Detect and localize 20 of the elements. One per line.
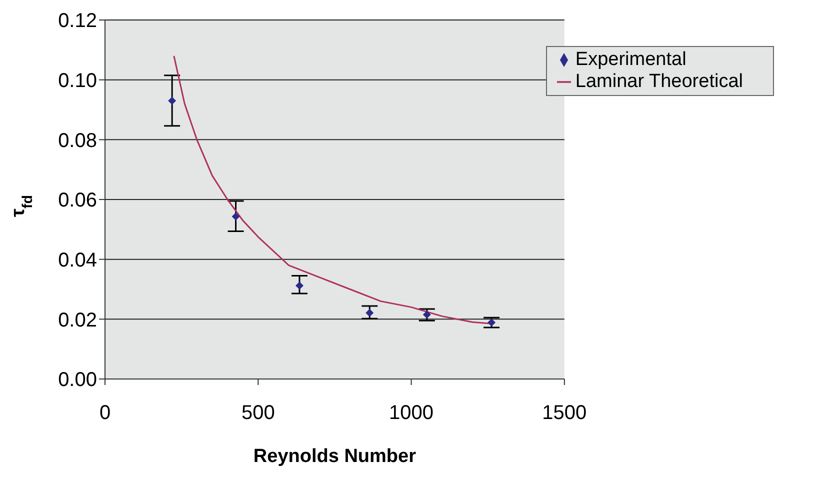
- point: [366, 308, 374, 317]
- y-tick-label: 0.08: [58, 130, 97, 152]
- y-tick-label: 0.10: [58, 70, 97, 92]
- legend-label: Laminar Theoretical: [575, 71, 743, 92]
- point: [168, 96, 176, 105]
- x-tick-label: 500: [241, 402, 275, 424]
- y-tick-label: 0.04: [58, 249, 97, 272]
- x-tick-label: 1000: [389, 402, 434, 424]
- point: [488, 318, 496, 326]
- y-tick-label: 0.00: [58, 369, 97, 392]
- x-tick-label: 1500: [542, 402, 587, 424]
- legend-label: Experimental: [575, 49, 686, 70]
- y-tick-label: 0.06: [58, 190, 97, 212]
- y-tick-label: 0.02: [58, 309, 97, 332]
- point: [295, 282, 304, 290]
- y-tick-label: 0.12: [58, 10, 97, 32]
- point: [232, 212, 240, 221]
- point: [422, 310, 431, 319]
- x-tick-label: 0: [99, 402, 111, 424]
- x-axis-title: Reynolds Number: [253, 446, 417, 467]
